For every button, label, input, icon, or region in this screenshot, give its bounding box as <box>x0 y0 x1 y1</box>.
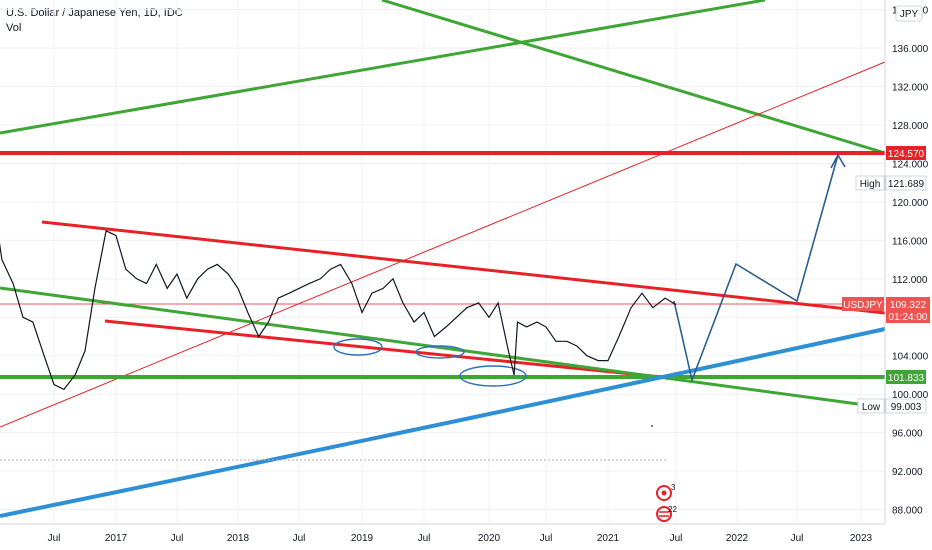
channel-lower-line[interactable] <box>104 319 663 379</box>
alert-icon[interactable] <box>656 485 672 501</box>
blue-curved-support[interactable] <box>0 327 886 518</box>
low-value: 99.003 <box>891 402 922 413</box>
x-tick-label: 2021 <box>597 533 620 544</box>
price-axis-background <box>885 0 932 524</box>
x-tick-label: 2022 <box>726 533 749 544</box>
x-tick-label: Jul <box>48 533 61 544</box>
high-value-box <box>885 175 927 191</box>
symbol-badge[interactable] <box>842 297 884 311</box>
price-series-line[interactable] <box>0 192 677 391</box>
channel-upper-line[interactable] <box>41 220 886 315</box>
highlight-ellipse-1[interactable] <box>333 338 383 356</box>
low-value-box <box>885 398 927 414</box>
high-label: High <box>860 179 881 190</box>
x-tick-label: 2017 <box>105 533 128 544</box>
countdown-text: 01:24:00 <box>889 312 928 323</box>
x-tick-labels: Jul 2017 Jul 2018 Jul 2019 Jul 2020 Jul 2021 Jul 20… <box>48 533 873 544</box>
x-tick-label: 2019 <box>351 533 374 544</box>
tiny-marker <box>651 425 653 427</box>
x-tick-label: 2018 <box>227 533 250 544</box>
y-tick-label: 88.000 <box>892 506 923 517</box>
event-markers[interactable]: 3 22 <box>651 425 677 522</box>
time-axis[interactable] <box>0 523 932 550</box>
grid-layer <box>0 0 885 524</box>
x-tick-label: 2020 <box>478 533 501 544</box>
y-tick-label: 136.000 <box>892 44 929 55</box>
x-tick-label: 2023 <box>850 533 873 544</box>
y-tick-label: 112.000 <box>892 275 928 286</box>
highlight-ellipse-2[interactable] <box>415 345 465 359</box>
red-thin-trend-line[interactable] <box>0 61 886 428</box>
x-tick-label: Jul <box>418 533 431 544</box>
y-tick-label: 132.000 <box>892 83 929 94</box>
target-price-text: 124.570 <box>888 149 925 160</box>
high-value: 121.689 <box>888 179 925 190</box>
green-long-trend-line[interactable] <box>0 0 766 135</box>
event-count-b: 22 <box>668 505 677 514</box>
y-tick-label: 92.000 <box>892 467 923 478</box>
last-price-badge[interactable] <box>886 297 930 323</box>
low-label: Low <box>862 402 881 413</box>
price-axis[interactable] <box>884 0 932 524</box>
highlight-ellipse-3[interactable] <box>459 365 527 387</box>
y-tick-label: 124.000 <box>892 159 929 170</box>
x-tick-label: Jul <box>171 533 184 544</box>
x-tick-label: Jul <box>791 533 804 544</box>
y-tick-label: 96.000 <box>892 429 923 440</box>
x-tick-label: Jul <box>670 533 683 544</box>
x-tick-label: Jul <box>540 533 553 544</box>
low-label-box <box>857 398 885 414</box>
resistance-line-top[interactable] <box>381 0 886 155</box>
support-price-text: 101.833 <box>888 373 925 384</box>
price-layer <box>0 192 677 391</box>
projection-path[interactable] <box>673 154 839 383</box>
event-count-a: 3 <box>671 483 676 492</box>
drawing-layer <box>0 0 886 518</box>
y-tick-label: 100.000 <box>892 390 929 401</box>
x-tick-label: Jul <box>293 533 306 544</box>
y-tick-label: 104.000 <box>892 352 929 363</box>
us-flag-icon[interactable] <box>656 506 672 522</box>
last-price-text: 109.322 <box>890 300 927 311</box>
alert-icon-dot <box>661 490 667 496</box>
volume-label: Vol <box>6 22 22 34</box>
y-tick-label: 128.000 <box>892 121 929 132</box>
time-axis-background <box>0 524 932 550</box>
y-tick-label: 116.000 <box>892 236 928 247</box>
symbol-badge-text: USDJPY <box>843 300 883 311</box>
projection-arrowhead <box>830 153 846 169</box>
high-label-box <box>855 175 885 191</box>
target-price-badge[interactable] <box>886 146 926 160</box>
currency-box[interactable] <box>895 5 923 22</box>
currency-label: JPY <box>900 9 919 20</box>
y-tick-label: 120.000 <box>892 198 929 209</box>
support-price-badge[interactable] <box>886 370 926 384</box>
